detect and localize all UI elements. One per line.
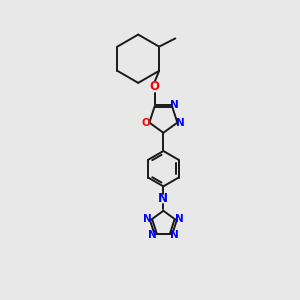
Text: N: N [170, 100, 179, 110]
Text: N: N [158, 192, 168, 205]
Text: N: N [143, 214, 152, 224]
Text: N: N [175, 214, 184, 224]
Text: N: N [170, 230, 179, 240]
Text: O: O [150, 80, 160, 94]
Text: N: N [148, 230, 157, 240]
Text: O: O [142, 118, 151, 128]
Text: N: N [176, 118, 185, 128]
